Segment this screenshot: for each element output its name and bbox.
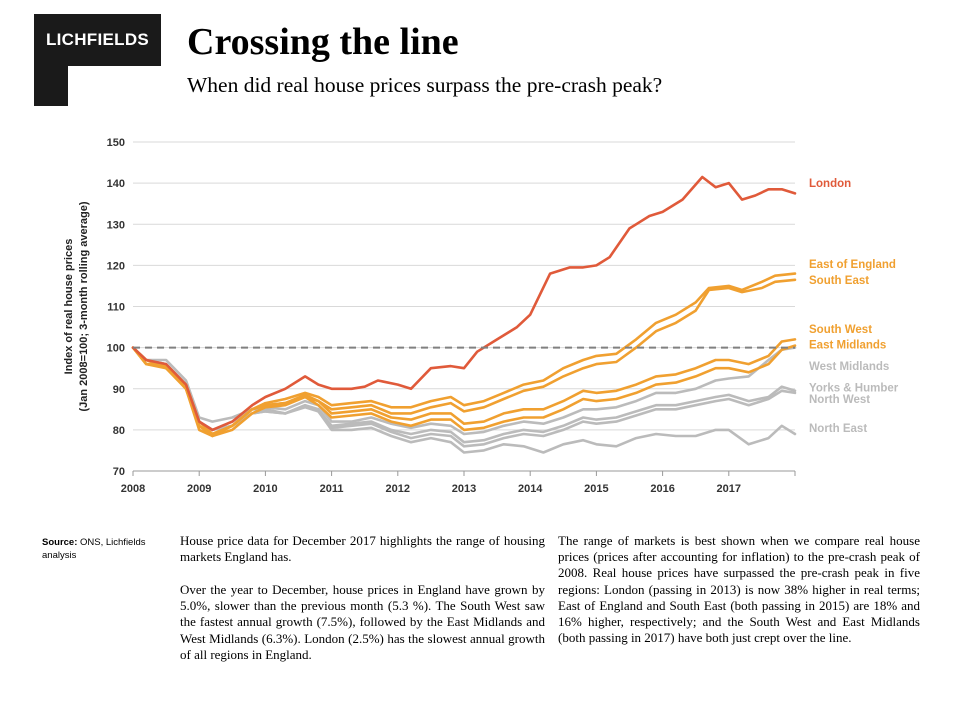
house-price-chart: 70 80 90 100 110 120 130 140 150 2008 2009 2010 2011… — [63, 137, 899, 495]
x-tick-label: 2017 — [717, 483, 741, 495]
y-axis-label: Index of real house prices (Jan 2008=100;… — [63, 201, 90, 411]
series-label-south-east: South East — [809, 275, 869, 287]
series-label-south-west: South West — [809, 324, 872, 336]
x-tick-label: 2011 — [320, 483, 344, 495]
series-label-london: London — [809, 178, 851, 190]
page-subtitle: When did real house prices surpass the p… — [187, 73, 663, 97]
y-tick-label: 150 — [107, 137, 125, 149]
y-tick-label: 120 — [107, 260, 125, 272]
x-tick-label: 2015 — [584, 483, 608, 495]
lichfields-logo: LICHFIELDS — [34, 14, 161, 106]
y-tick-label: 130 — [107, 219, 125, 231]
x-tick-label: 2012 — [386, 483, 410, 495]
series-label-east-midlands: East Midlands — [809, 339, 886, 351]
y-tick-label: 80 — [113, 425, 125, 437]
series-label-north-east: North East — [809, 423, 867, 435]
series-label-north-west: North West — [809, 394, 870, 406]
source-note: Source: ONS, Lichfields analysis — [42, 536, 162, 562]
y-tick-label: 90 — [113, 384, 125, 396]
source-label: Source: — [42, 537, 78, 548]
logo-stem — [34, 66, 68, 106]
x-tick-label: 2014 — [518, 483, 543, 495]
series-line-east-midlands — [131, 344, 797, 438]
series-line-north-east — [131, 346, 797, 454]
y-tick-label: 100 — [107, 343, 125, 355]
y-tick-label: 140 — [107, 178, 125, 190]
x-tick-label: 2008 — [121, 483, 145, 495]
y-tick-label: 110 — [107, 302, 125, 314]
body-paragraph-1: House price data for December 2017 highl… — [180, 533, 545, 565]
page-title: Crossing the line — [187, 21, 459, 63]
series-line-east-of-england — [131, 272, 797, 436]
x-tick-label: 2009 — [187, 483, 211, 495]
series-label-west-midlands: West Midlands — [809, 361, 889, 373]
series-label-yorks-humber: Yorks & Humber — [809, 383, 899, 395]
series-line-north-west — [131, 346, 797, 448]
source-text: ONS, Lichfields analysis — [42, 537, 146, 561]
series-label-east-of-england: East of England — [809, 259, 896, 271]
x-tick-label: 2013 — [452, 483, 476, 495]
body-paragraph-3: The range of markets is best shown when … — [558, 533, 920, 646]
y-tick-label: 70 — [113, 466, 125, 478]
series-line-london — [131, 175, 797, 432]
series-line-yorks-humber — [131, 346, 797, 444]
x-tick-label: 2016 — [650, 483, 674, 495]
x-tick-label: 2010 — [253, 483, 277, 495]
body-paragraph-2: Over the year to December, house prices … — [180, 582, 545, 662]
logo-text: LICHFIELDS — [34, 14, 161, 66]
